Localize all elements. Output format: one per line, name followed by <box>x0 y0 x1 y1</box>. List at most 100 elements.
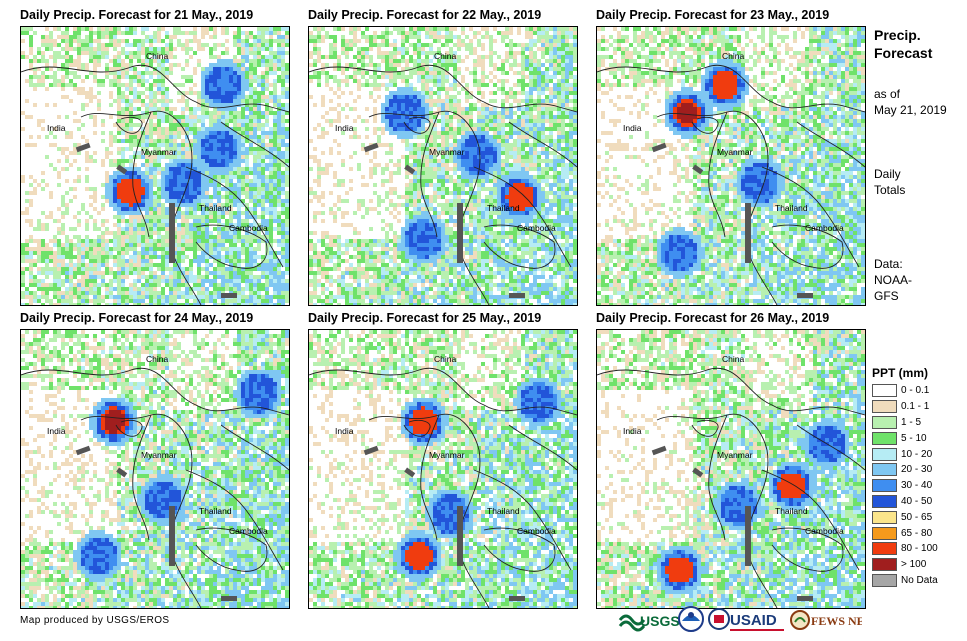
legend-label: 20 - 30 <box>901 464 932 475</box>
legend-item: 0.1 - 1 <box>872 399 967 415</box>
precip-map: China India Myanmar Thailand Cambodia <box>20 26 290 306</box>
legend-swatch <box>872 415 897 429</box>
map-label-cambodia: Cambodia <box>517 526 556 536</box>
legend-title: PPT (mm) <box>872 366 967 380</box>
map-label-china: China <box>722 354 744 364</box>
map-label-cambodia: Cambodia <box>229 526 268 536</box>
map-label-cambodia: Cambodia <box>229 223 268 233</box>
map-label-china: China <box>434 354 456 364</box>
usaid-seal <box>708 606 730 632</box>
map-label-myanmar: Myanmar <box>141 450 177 460</box>
map-label-india: India <box>47 426 66 436</box>
panel-title: Daily Precip. Forecast for 24 May., 2019 <box>20 309 310 327</box>
forecast-panel: Daily Precip. Forecast for 22 May., 2019… <box>308 6 598 306</box>
map-label-thailand: Thailand <box>199 506 232 516</box>
map-label-thailand: Thailand <box>775 203 808 213</box>
map-label-india: India <box>335 426 354 436</box>
legend-label: 50 - 65 <box>901 512 932 523</box>
legend-item: > 100 <box>872 557 967 573</box>
legend-swatch <box>872 447 897 461</box>
precip-map: China India Myanmar Thailand Cambodia <box>308 26 578 306</box>
map-label-cambodia: Cambodia <box>805 526 844 536</box>
map-label-india: India <box>623 123 642 133</box>
map-label-myanmar: Myanmar <box>429 147 465 157</box>
legend-swatch <box>872 526 897 540</box>
map-label-thailand: Thailand <box>487 506 520 516</box>
legend-label: 0.1 - 1 <box>901 401 929 412</box>
legend-label: 5 - 10 <box>901 433 927 444</box>
legend-item: 40 - 50 <box>872 494 967 510</box>
map-label-myanmar: Myanmar <box>717 147 753 157</box>
usaid-logo: USAID <box>730 606 788 636</box>
legend-label: No Data <box>901 575 938 586</box>
fewsnet-logo: FEWS NET <box>790 606 873 636</box>
totals-label: Daily Totals <box>874 166 924 198</box>
map-label-china: China <box>146 354 168 364</box>
map-label-thailand: Thailand <box>199 203 232 213</box>
precip-map: China India Myanmar Thailand Cambodia <box>596 329 866 609</box>
legend-label: 0 - 0.1 <box>901 385 929 396</box>
map-label-india: India <box>623 426 642 436</box>
usgs-logo-text: USGS <box>640 613 680 629</box>
panel-title: Daily Precip. Forecast for 26 May., 2019 <box>596 309 886 327</box>
usgs-logo: USGS <box>618 606 680 636</box>
side-title: Precip. Forecast <box>874 26 964 62</box>
forecast-panel: Daily Precip. Forecast for 21 May., 2019… <box>20 6 310 306</box>
map-label-china: China <box>722 51 744 61</box>
legend-item: 0 - 0.1 <box>872 383 967 399</box>
precip-map: China India Myanmar Thailand Cambodia <box>596 26 866 306</box>
legend-label: 30 - 40 <box>901 480 932 491</box>
legend: PPT (mm) 0 - 0.1 0.1 - 1 1 - 5 5 - 10 10 - 2… <box>872 366 967 588</box>
legend-item: No Data <box>872 573 967 589</box>
precip-map: China India Myanmar Thailand Cambodia <box>20 329 290 609</box>
map-label-china: China <box>434 51 456 61</box>
forecast-panel: Daily Precip. Forecast for 24 May., 2019… <box>20 309 310 609</box>
fewsnet-logo-text: FEWS NET <box>811 614 862 628</box>
as-of-label: as of <box>874 86 900 102</box>
legend-item: 30 - 40 <box>872 478 967 494</box>
panel-title: Daily Precip. Forecast for 25 May., 2019 <box>308 309 598 327</box>
data-label: Data: <box>874 256 903 272</box>
forecast-panel: Daily Precip. Forecast for 23 May., 2019… <box>596 6 886 306</box>
legend-swatch <box>872 479 897 493</box>
legend-item: 1 - 5 <box>872 415 967 431</box>
data-source: NOAA-GFS <box>874 272 922 304</box>
map-label-myanmar: Myanmar <box>717 450 753 460</box>
legend-label: 10 - 20 <box>901 449 932 460</box>
partner-logos: USGS USAID FEWS NET <box>618 606 873 636</box>
legend-label: 80 - 100 <box>901 543 938 554</box>
legend-item: 5 - 10 <box>872 430 967 446</box>
precip-map: China India Myanmar Thailand Cambodia <box>308 329 578 609</box>
legend-swatch <box>872 510 897 524</box>
legend-swatch <box>872 494 897 508</box>
legend-swatch <box>872 542 897 556</box>
as-of-date: May 21, 2019 <box>874 102 947 118</box>
map-label-thailand: Thailand <box>775 506 808 516</box>
credit-text: Map produced by USGS/EROS <box>20 615 170 626</box>
map-label-cambodia: Cambodia <box>517 223 556 233</box>
legend-label: 40 - 50 <box>901 496 932 507</box>
panel-title: Daily Precip. Forecast for 21 May., 2019 <box>20 6 310 24</box>
map-label-india: India <box>47 123 66 133</box>
legend-swatch <box>872 463 897 477</box>
legend-label: 1 - 5 <box>901 417 921 428</box>
map-label-cambodia: Cambodia <box>805 223 844 233</box>
panel-title: Daily Precip. Forecast for 23 May., 2019 <box>596 6 886 24</box>
legend-swatch <box>872 558 897 572</box>
legend-label: 65 - 80 <box>901 528 932 539</box>
legend-swatch <box>872 431 897 445</box>
map-label-china: China <box>146 51 168 61</box>
legend-swatch <box>872 573 897 587</box>
legend-item: 80 - 100 <box>872 541 967 557</box>
legend-item: 20 - 30 <box>872 462 967 478</box>
forecast-panel: Daily Precip. Forecast for 26 May., 2019… <box>596 309 886 609</box>
map-label-myanmar: Myanmar <box>141 147 177 157</box>
legend-item: 10 - 20 <box>872 446 967 462</box>
map-label-thailand: Thailand <box>487 203 520 213</box>
panel-title: Daily Precip. Forecast for 22 May., 2019 <box>308 6 598 24</box>
legend-item: 50 - 65 <box>872 509 967 525</box>
usaid-logo-text: USAID <box>730 612 777 629</box>
noaa-logo <box>678 606 704 632</box>
map-label-india: India <box>335 123 354 133</box>
legend-item: 65 - 80 <box>872 525 967 541</box>
